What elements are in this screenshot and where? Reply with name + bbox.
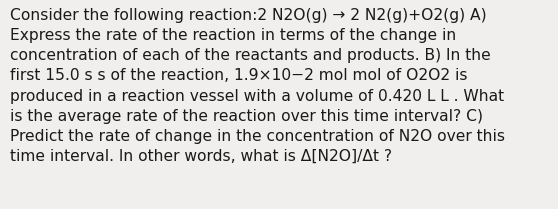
Text: Consider the following reaction:2 N2O(g) → 2 N2(g)+O2(g) A)
Express the rate of : Consider the following reaction:2 N2O(g)… — [10, 8, 505, 164]
